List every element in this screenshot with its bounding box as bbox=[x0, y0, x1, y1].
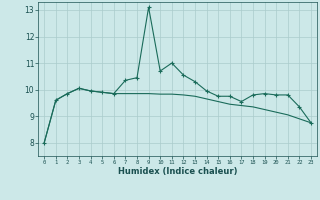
X-axis label: Humidex (Indice chaleur): Humidex (Indice chaleur) bbox=[118, 167, 237, 176]
